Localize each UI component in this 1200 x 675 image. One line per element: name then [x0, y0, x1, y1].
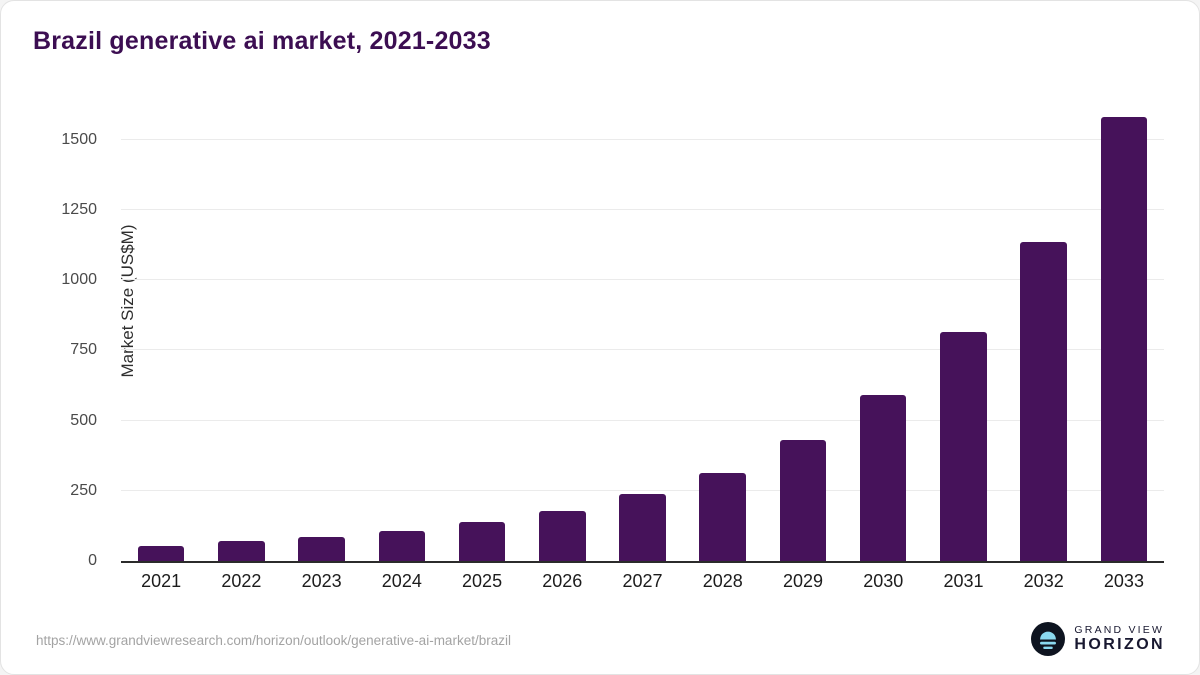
gridline — [121, 279, 1164, 281]
y-tick-label: 750 — [70, 341, 97, 359]
bar-2029 — [779, 440, 827, 561]
bar-2033 — [1100, 117, 1148, 561]
bar-slot — [1084, 106, 1164, 561]
x-tick-label: 2033 — [1103, 571, 1144, 591]
x-tick-label: 2026 — [542, 571, 583, 591]
x-tick-label: 2021 — [141, 571, 182, 591]
y-tick-label: 250 — [70, 481, 97, 499]
gridline — [121, 419, 1164, 421]
bars-container — [121, 106, 1164, 561]
x-axis-labels: 2021 2022 2023 2024 2025 2026 2027 2028 2029 2030… — [121, 571, 1164, 592]
x-tick-label: 2024 — [381, 571, 422, 591]
x-tick-label: 2022 — [221, 571, 262, 591]
x-tick-label: 2027 — [622, 571, 663, 591]
gridline — [121, 349, 1164, 351]
bar-slot — [683, 106, 763, 561]
bar-2032 — [1020, 242, 1067, 561]
bar-2021 — [137, 545, 185, 561]
y-tick-label: 500 — [70, 411, 97, 429]
horizon-logo-icon — [1031, 622, 1066, 656]
plot-area — [121, 106, 1164, 563]
x-tick-label: 2029 — [782, 571, 824, 591]
brand-logo: GRAND VIEW HORIZON — [1031, 622, 1165, 656]
bar-2026 — [539, 511, 586, 561]
x-tick-label: 2025 — [462, 571, 503, 591]
bar-2023 — [298, 537, 345, 561]
y-tick-label: 1000 — [61, 271, 97, 289]
y-tick-label: 1500 — [61, 130, 97, 148]
x-tick-label: 2028 — [702, 571, 743, 591]
x-tick-label: 2023 — [301, 571, 342, 591]
bar-slot — [522, 106, 602, 561]
x-tick-label: 2030 — [863, 571, 904, 591]
bar-slot — [923, 106, 1003, 561]
bar-chart: Market Size (US$M) 0 250 500 750 1000 1250 150… — [36, 106, 1166, 611]
bar-slot — [121, 106, 201, 561]
bar-2024 — [378, 530, 426, 561]
bar-2025 — [458, 521, 506, 561]
source-url: https://www.grandviewresearch.com/horizo… — [36, 633, 511, 648]
bar-slot — [1004, 106, 1084, 561]
bar-slot — [843, 106, 923, 561]
bar-2027 — [619, 494, 666, 561]
brand-name-bottom: HORIZON — [1074, 635, 1165, 653]
y-tick-label: 1250 — [61, 200, 97, 218]
bar-2022 — [218, 541, 265, 561]
y-tick-label: 0 — [88, 552, 97, 569]
bar-slot — [602, 106, 682, 561]
bar-slot — [362, 106, 442, 561]
brand-logo-text: GRAND VIEW HORIZON — [1074, 624, 1165, 654]
x-tick-label: 2031 — [943, 571, 984, 591]
bar-slot — [442, 106, 522, 561]
bar-slot — [763, 106, 843, 561]
y-axis-ticks: 0 250 500 750 1000 1250 1500 — [36, 106, 111, 569]
chart-title: Brazil generative ai market, 2021-2033 — [33, 27, 491, 55]
bar-slot — [281, 106, 361, 561]
gridline — [121, 138, 1164, 140]
bar-2028 — [699, 472, 747, 561]
bar-2031 — [940, 332, 987, 561]
x-tick-label: 2032 — [1023, 571, 1064, 591]
brand-name-top: GRAND VIEW — [1074, 623, 1165, 636]
gridline — [121, 489, 1164, 491]
gridline — [121, 208, 1164, 210]
bar-slot — [201, 106, 281, 561]
bar-2030 — [859, 395, 907, 561]
